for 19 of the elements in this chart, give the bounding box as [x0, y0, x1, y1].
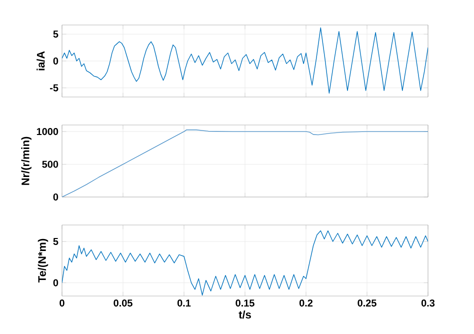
y-tick-label: 5 — [53, 238, 58, 245]
y-axis-title: ia/A — [36, 51, 45, 70]
x-tick-label: 0.15 — [236, 300, 254, 307]
x-tick-label: 0.3 — [421, 300, 435, 307]
x-tick-label: 0.1 — [177, 300, 191, 307]
x-tick-label: 0.05 — [114, 300, 132, 307]
x-tick-label: 0 — [60, 300, 64, 307]
y-tick-label: 1000 — [36, 128, 58, 136]
y-tick-label: -5 — [50, 84, 58, 92]
y-tick-label: 500 — [42, 160, 58, 168]
x-tick-label: 0.25 — [358, 300, 376, 307]
y-tick-label: 5 — [53, 30, 58, 38]
x-axis-title: t/s — [238, 310, 251, 319]
x-tick-label: 0.2 — [299, 300, 313, 307]
y-tick-label: 0 — [53, 279, 58, 286]
y-axis-title: Nr/(r/min) — [21, 136, 32, 185]
y-axis-title: Te/(N*m) — [38, 238, 48, 282]
y-tick-label: 0 — [53, 193, 58, 201]
y-tick-label: 0 — [53, 57, 58, 65]
